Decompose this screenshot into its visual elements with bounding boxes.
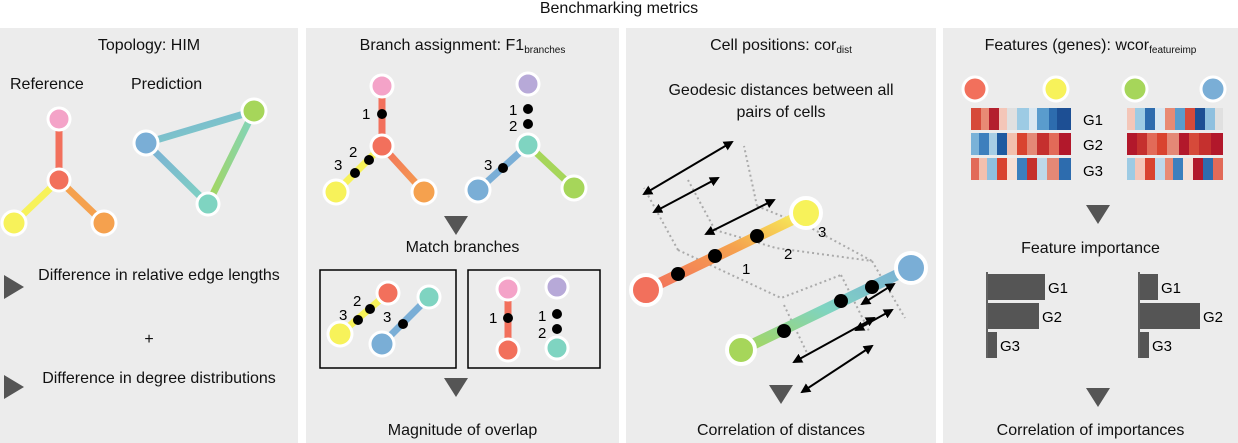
reference-label: Reference — [10, 76, 84, 93]
down-arrow-icon — [444, 378, 468, 397]
play-arrow-icon — [4, 275, 24, 299]
gene-label: G2 — [1083, 137, 1103, 154]
branch-title-main: Branch assignment: F1 — [359, 37, 525, 54]
matched-branches-box — [467, 269, 601, 369]
importance-gene-label: G3 — [1000, 338, 1020, 355]
pred-node — [195, 191, 221, 217]
cell-number: 3 — [339, 307, 347, 324]
importance-gene-label: G3 — [1152, 338, 1172, 355]
cell-number: 1 — [509, 102, 517, 119]
cell-number: 1 — [489, 310, 497, 327]
pred-edge — [145, 107, 255, 147]
cell-number: 3 — [818, 224, 826, 241]
plus-sign: + — [144, 331, 154, 348]
branch-title: Branch assignment: F1branches — [306, 37, 619, 56]
cell-positions-title-sub: dist — [836, 45, 852, 56]
features-panel: Features (genes): wcorfeatureimp G1 G2 G… — [943, 28, 1238, 443]
importance-bar — [988, 274, 1045, 300]
down-arrow-icon — [769, 385, 793, 404]
ref-node — [46, 167, 72, 193]
features-title-sub: featureimp — [1149, 45, 1197, 56]
heatmap-reference — [971, 108, 1071, 180]
topology-title: Topology: HIM — [97, 37, 201, 54]
cell-number: 2 — [784, 246, 792, 263]
match-branches-label: Match branches — [405, 239, 520, 256]
down-arrow-icon — [1086, 388, 1110, 407]
ref-node — [46, 106, 72, 132]
gene-label: G1 — [1083, 112, 1103, 129]
importance-bar — [988, 332, 997, 358]
importance-gene-label: G1 — [1161, 280, 1181, 297]
ref-node — [90, 209, 118, 237]
down-arrow-icon — [1086, 205, 1110, 224]
importance-gene-label: G2 — [1203, 309, 1223, 326]
cell-positions-panel: Cell positions: cordist Geodesic distanc… — [626, 28, 936, 443]
branch-panel: Branch assignment: F1branches 1 2 3 1 2 — [306, 28, 619, 443]
matched-branches-box — [319, 269, 457, 369]
cell-positions-title: Cell positions: cordist — [626, 37, 936, 56]
importance-bars-prediction: G1 G2 G3 — [1140, 274, 1223, 358]
pred-edge — [204, 109, 258, 206]
features-diagram: G1 G2 G3 G1 G2 G3 G1 G2 G3 — [961, 75, 1227, 407]
importance-bar — [1140, 332, 1149, 358]
ref-node — [0, 209, 28, 237]
correlation-importances-label: Correlation of importances — [996, 422, 1185, 439]
features-title-main: Features (genes): wcor — [984, 37, 1150, 54]
cell-number: 3 — [383, 309, 391, 326]
cell-positions-title-main: Cell positions: cor — [710, 37, 837, 54]
importance-bars-reference: G1 G2 G3 — [988, 274, 1068, 358]
feature-importance-label: Feature importance — [1021, 240, 1160, 257]
cell-number: 2 — [538, 325, 546, 342]
importance-bar — [1140, 303, 1200, 329]
cell-number: 1 — [742, 261, 750, 278]
cell-number: 3 — [334, 157, 342, 174]
cell-number: 3 — [484, 157, 492, 174]
topology-graphs — [0, 97, 268, 399]
heatmap-prediction — [1127, 108, 1223, 180]
edge-length-item: Difference in relative edge lengths — [38, 267, 280, 284]
degree-item: Difference in degree distributions — [42, 370, 276, 387]
prediction-label: Prediction — [131, 76, 203, 93]
gene-label: G3 — [1083, 163, 1103, 180]
cell-number: 2 — [509, 118, 517, 135]
figure-title: Benchmarking metrics — [539, 0, 699, 17]
play-arrow-icon — [4, 375, 24, 399]
cell-number: 1 — [538, 308, 546, 325]
cell-number: 2 — [349, 144, 357, 161]
down-arrow-icon — [444, 216, 468, 235]
importance-gene-label: G1 — [1048, 280, 1068, 297]
topology-panel: Topology: HIM Reference Prediction Diffe… — [0, 28, 298, 443]
pred-node — [240, 97, 268, 125]
features-title: Features (genes): wcorfeatureimp — [943, 37, 1238, 56]
overlap-label: Magnitude of overlap — [387, 422, 538, 439]
cell-distance-diagram: 1 2 3 — [629, 140, 928, 404]
cell-number: 2 — [353, 293, 361, 310]
cell-number: 1 — [362, 106, 370, 123]
pred-edge — [143, 140, 211, 207]
geodesic-description: Geodesic distances between all pairs of … — [668, 82, 894, 121]
pred-node — [132, 129, 160, 157]
importance-bar — [988, 303, 1039, 329]
branch-title-sub: branches — [524, 45, 566, 56]
correlation-distances-label: Correlation of distances — [696, 422, 866, 439]
importance-bar — [1140, 274, 1158, 300]
branch-graphs: 1 2 3 1 2 3 2 3 3 — [319, 71, 601, 397]
importance-gene-label: G2 — [1042, 309, 1062, 326]
